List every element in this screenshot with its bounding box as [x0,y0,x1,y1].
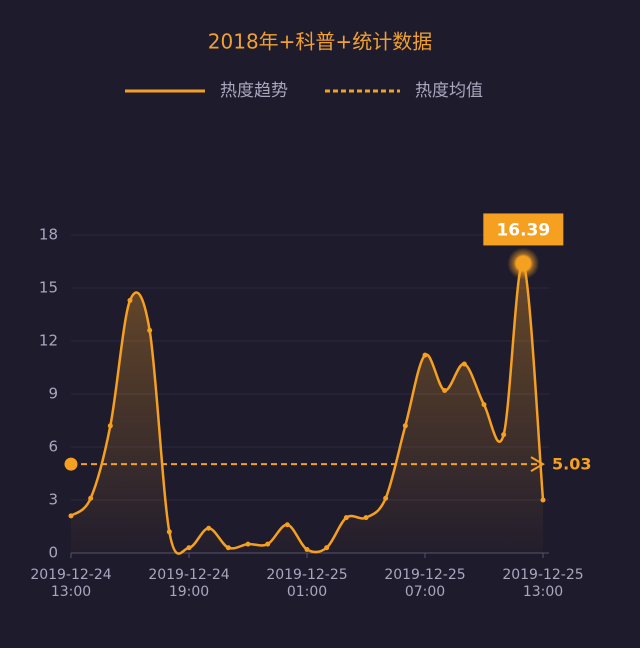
x-tick-label: 07:00 [405,584,445,600]
point [225,545,231,551]
point [461,361,467,367]
point [68,513,74,519]
x-tick-label: 2019-12-25 [502,567,583,583]
point [88,495,94,501]
y-tick-label: 18 [39,226,58,244]
point [265,541,271,547]
chart-title: 2018年+科普+统计数据 [208,30,432,54]
point [284,522,290,528]
mean-arrow [530,456,545,473]
point [540,497,546,503]
y-tick-label: 9 [48,385,58,403]
point [324,545,330,551]
area [71,262,543,554]
y-tick-label: 6 [48,438,58,456]
x-tick-label: 19:00 [169,584,209,600]
point [166,529,172,535]
y-tick-label: 3 [48,491,58,509]
point [107,423,113,429]
legend-label: 热度均值 [415,81,483,101]
x-tick-label: 01:00 [287,584,327,600]
y-tick-label: 15 [39,279,58,297]
point [402,423,408,429]
x-tick-label: 2019-12-24 [148,567,229,583]
mean-label: 5.03 [552,455,591,474]
x-tick-label: 13:00 [51,584,91,600]
point [343,515,349,521]
point [186,545,192,551]
point [481,402,487,408]
point [383,495,389,501]
y-tick-label: 12 [39,332,58,350]
point [442,387,448,393]
x-tick-label: 2019-12-24 [30,567,111,583]
max-label: 16.39 [496,220,550,240]
point [501,432,507,438]
max-label-box [483,213,564,246]
point [147,327,153,333]
mean-start [64,457,78,471]
x-tick-label: 2019-12-25 [266,567,347,583]
legend-label: 热度趋势 [220,81,288,101]
point [422,352,428,358]
point [304,546,310,552]
max-glow [507,247,540,280]
x-tick-label: 2019-12-25 [384,567,465,583]
y-tick-label: 0 [48,544,58,562]
x-tick-label: 13:00 [523,584,563,600]
point [127,297,133,303]
point [206,525,212,531]
point [245,541,251,547]
point [363,515,369,521]
